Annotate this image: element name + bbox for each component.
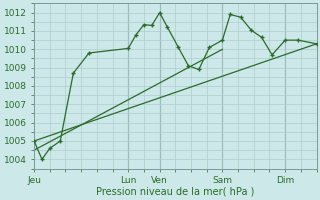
X-axis label: Pression niveau de la mer( hPa ): Pression niveau de la mer( hPa ) xyxy=(96,187,254,197)
